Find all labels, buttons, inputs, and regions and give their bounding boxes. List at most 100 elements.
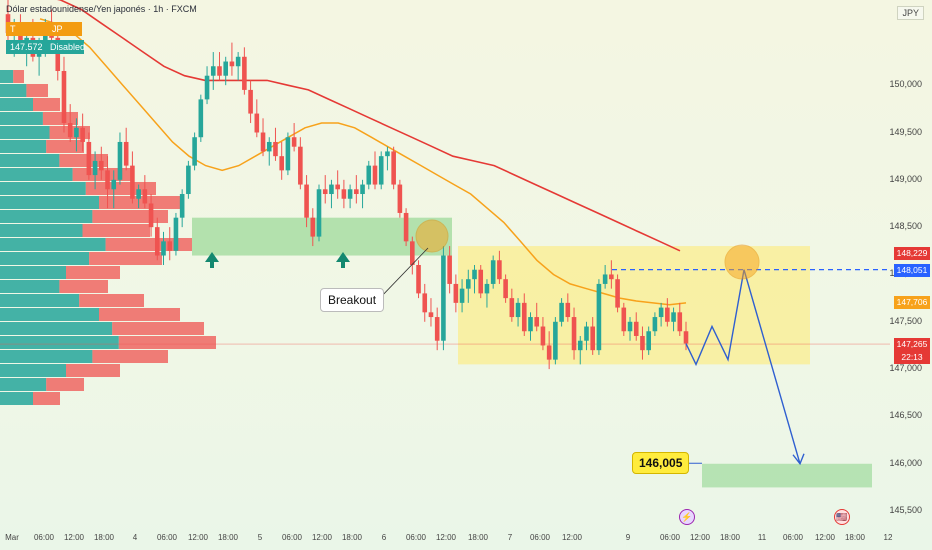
candle-body <box>453 283 459 303</box>
candle-body <box>210 66 216 76</box>
chip-price[interactable]: 147.572 <box>6 40 52 54</box>
candle-body <box>602 274 608 284</box>
candle-body <box>111 179 117 190</box>
chip-jp[interactable]: JP <box>48 22 82 36</box>
x-tick-label: Mar <box>5 533 19 542</box>
zones <box>192 217 872 488</box>
candle-body <box>484 283 490 294</box>
candle-body <box>397 184 403 213</box>
profile-bar-down <box>99 196 180 209</box>
profile-bar-up <box>0 238 106 251</box>
candle-body <box>677 312 683 332</box>
x-tick-label: 18:00 <box>341 533 363 542</box>
breakout-pointer <box>377 247 429 301</box>
candle-body <box>192 137 197 166</box>
profile-bar-down <box>26 84 48 97</box>
candle-body <box>627 321 633 332</box>
chart-title: Dólar estadounidense/Yen japonés · 1h · … <box>6 4 197 14</box>
candle-body <box>304 184 309 218</box>
candle-body <box>67 123 73 138</box>
moving-averages <box>39 0 687 306</box>
us-flag-event-icon[interactable]: 🇺🇸 <box>834 509 850 525</box>
x-tick-label: 12:00 <box>814 533 836 542</box>
currency-label[interactable]: JPY <box>897 6 924 20</box>
profile-bar-down <box>33 98 60 111</box>
up-arrow-icon <box>336 252 350 262</box>
x-tick-label: 12:00 <box>561 533 583 542</box>
y-tick-label: 150,000 <box>889 79 922 90</box>
y-tick-label: 149,500 <box>889 126 922 137</box>
profile-bar-up <box>0 182 86 195</box>
candle-body <box>18 28 23 48</box>
ma-fast-line <box>39 18 687 306</box>
profile-bar-up <box>0 294 80 307</box>
profile-bar-up <box>0 280 60 293</box>
candle-body <box>671 312 676 322</box>
projection-arrowhead <box>792 453 805 466</box>
profile-bar-down <box>92 350 168 363</box>
candle-body <box>515 302 521 318</box>
projection-line <box>685 269 801 464</box>
breakout-circle <box>415 219 449 253</box>
profile-bar-down <box>92 210 168 223</box>
candle-body <box>577 340 583 351</box>
candle-body <box>360 184 365 195</box>
candle-body <box>534 317 540 327</box>
candle-body <box>223 61 229 76</box>
price-tag: 148,229 <box>894 246 930 260</box>
profile-bar-up <box>0 126 50 139</box>
candle-body <box>434 317 440 341</box>
candle-body <box>298 146 303 185</box>
chip-t[interactable]: T <box>6 22 54 36</box>
profile-bar-down <box>105 238 192 251</box>
x-tick-label: 7 <box>507 533 513 542</box>
up-arrow-icon <box>205 252 219 262</box>
y-tick-label: 147,500 <box>889 315 922 326</box>
x-tick-label: 4 <box>132 533 138 542</box>
candle-body <box>490 260 496 284</box>
profile-bar-down <box>46 378 84 391</box>
breakout-callout: Breakout <box>320 288 385 312</box>
lightning-event-icon[interactable]: ⚡ <box>679 509 695 525</box>
candle-body <box>528 317 533 332</box>
candle-body <box>472 269 477 280</box>
candle-body <box>80 127 85 142</box>
profile-bar-down <box>112 322 204 335</box>
markers <box>205 219 760 301</box>
up-arrow-stem <box>210 261 214 268</box>
candle-body <box>254 113 260 133</box>
profile-bar-up <box>0 392 33 405</box>
target-zone <box>702 463 872 488</box>
profile-bar-down <box>89 252 162 265</box>
candle-body <box>105 170 110 190</box>
candle-body <box>553 321 558 360</box>
price-tag: 147,706 <box>894 296 930 310</box>
x-tick-label: 06:00 <box>281 533 303 542</box>
candle-body <box>99 160 104 171</box>
candle-body <box>242 56 247 90</box>
candle-body <box>273 141 278 157</box>
candle-body <box>229 61 235 67</box>
profile-bar-up <box>0 378 47 391</box>
x-tick-label: 06:00 <box>156 533 178 542</box>
candle-body <box>347 189 353 199</box>
candle-body <box>683 331 689 344</box>
x-tick-label: 12:00 <box>311 533 333 542</box>
candle-body <box>658 307 664 318</box>
y-tick-label: 146,000 <box>889 457 922 468</box>
profile-bar-down <box>59 280 108 293</box>
candle-body <box>217 66 222 76</box>
x-tick-label: 12:00 <box>63 533 85 542</box>
candle-body <box>633 321 639 336</box>
profile-bar-up <box>0 196 99 209</box>
candle-body <box>266 141 272 152</box>
profile-bar-up <box>0 322 113 335</box>
volume-profile <box>0 70 216 405</box>
x-tick-label: 06:00 <box>405 533 427 542</box>
candle-body <box>478 269 484 294</box>
y-tick-label: 147,000 <box>889 363 922 374</box>
profile-bar-up <box>0 350 93 363</box>
candle-body <box>665 307 670 322</box>
chip-disabled[interactable]: Disabled <box>46 40 85 54</box>
